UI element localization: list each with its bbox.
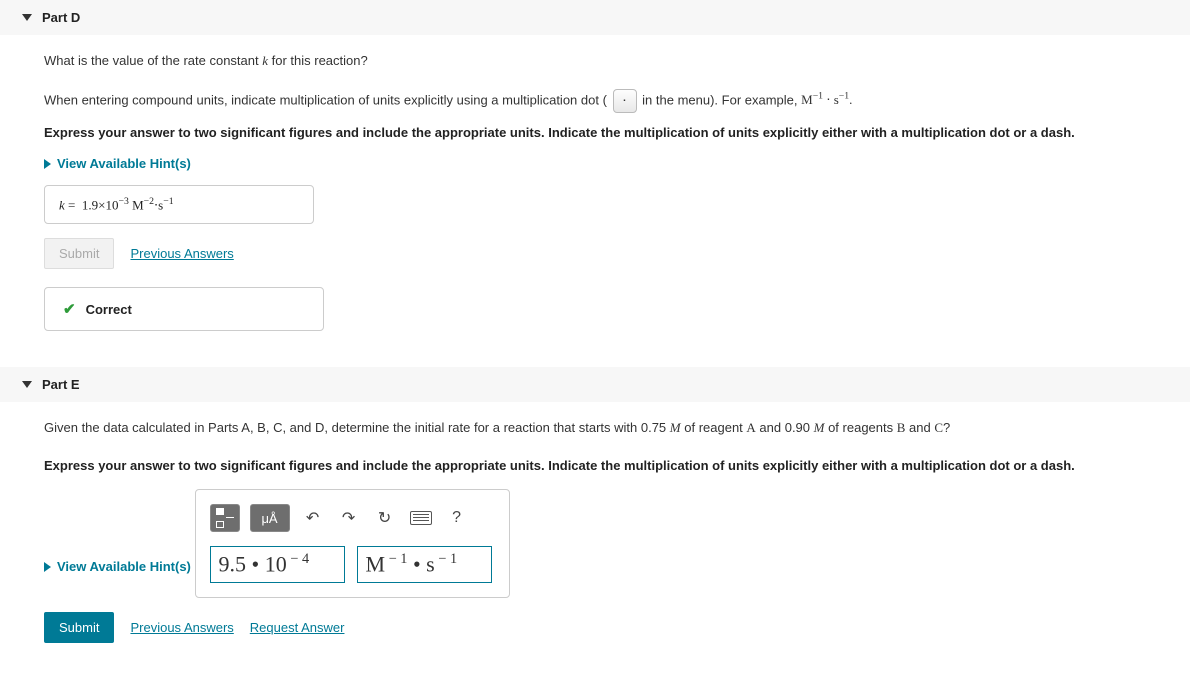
answer-display-d: k = 1.9×10−3 M−2⋅s−1 xyxy=(44,185,314,224)
instruction-post: in the menu). For example, xyxy=(642,92,801,107)
fraction-icon xyxy=(215,508,235,528)
help-button[interactable]: ? xyxy=(444,505,470,531)
button-row-e: Submit Previous Answers Request Answer xyxy=(44,612,1146,643)
example-units: M−1 ⋅ s−1. xyxy=(801,92,852,107)
button-row-d: Submit Previous Answers xyxy=(44,238,1146,269)
part-e-body: Given the data calculated in Parts A, B,… xyxy=(0,402,1190,658)
submit-button-d: Submit xyxy=(44,238,114,269)
caret-right-icon xyxy=(44,562,51,572)
instruction-pre: When entering compound units, indicate m… xyxy=(44,92,607,107)
input-toolbar: μÅ ↶ ↷ ↻ ? xyxy=(210,504,495,532)
part-e-bold-instruction: Express your answer to two significant f… xyxy=(44,456,1146,476)
previous-answers-link-e[interactable]: Previous Answers xyxy=(130,620,233,635)
part-d-instruction: When entering compound units, indicate m… xyxy=(44,89,1146,113)
keyboard-button[interactable] xyxy=(408,505,434,531)
part-d-header[interactable]: Part D xyxy=(0,0,1190,35)
request-answer-link[interactable]: Request Answer xyxy=(250,620,345,635)
units-tool-button[interactable]: μÅ xyxy=(250,504,290,532)
reset-button[interactable]: ↻ xyxy=(372,505,398,531)
multiplication-dot-button[interactable]: ⋅ xyxy=(613,89,637,113)
keyboard-icon xyxy=(410,511,432,525)
feedback-box: ✔ Correct xyxy=(44,287,324,331)
chevron-down-icon xyxy=(22,14,32,21)
part-e-header[interactable]: Part E xyxy=(0,367,1190,402)
input-row: 9.5 • 10 − 4 M − 1 • s − 1 xyxy=(210,546,495,582)
hints-toggle-d[interactable]: View Available Hint(s) xyxy=(44,156,191,171)
undo-button[interactable]: ↶ xyxy=(300,505,326,531)
submit-button-e[interactable]: Submit xyxy=(44,612,114,643)
units-input[interactable]: M − 1 • s − 1 xyxy=(357,546,492,582)
part-d-bold-instruction: Express your answer to two significant f… xyxy=(44,123,1146,143)
fraction-tool-button[interactable] xyxy=(210,504,240,532)
feedback-text: Correct xyxy=(86,302,132,317)
answer-input-panel: μÅ ↶ ↷ ↻ ? 9.5 • 10 − 4 M − 1 • s − 1 xyxy=(195,489,510,597)
value-input[interactable]: 9.5 • 10 − 4 xyxy=(210,546,345,582)
part-e-title: Part E xyxy=(42,377,80,392)
previous-answers-link-d[interactable]: Previous Answers xyxy=(130,246,233,261)
hints-toggle-e[interactable]: View Available Hint(s) xyxy=(44,559,191,574)
part-d-question: What is the value of the rate constant k… xyxy=(44,51,1146,71)
caret-right-icon xyxy=(44,159,51,169)
chevron-down-icon xyxy=(22,381,32,388)
part-e-section: Part E Given the data calculated in Part… xyxy=(0,367,1190,658)
check-icon: ✔ xyxy=(63,300,76,318)
hints-label: View Available Hint(s) xyxy=(57,156,191,171)
hints-label-e: View Available Hint(s) xyxy=(57,559,191,574)
part-e-question: Given the data calculated in Parts A, B,… xyxy=(44,418,1146,438)
part-d-section: Part D What is the value of the rate con… xyxy=(0,0,1190,347)
part-d-title: Part D xyxy=(42,10,80,25)
redo-button[interactable]: ↷ xyxy=(336,505,362,531)
part-d-body: What is the value of the rate constant k… xyxy=(0,35,1190,347)
